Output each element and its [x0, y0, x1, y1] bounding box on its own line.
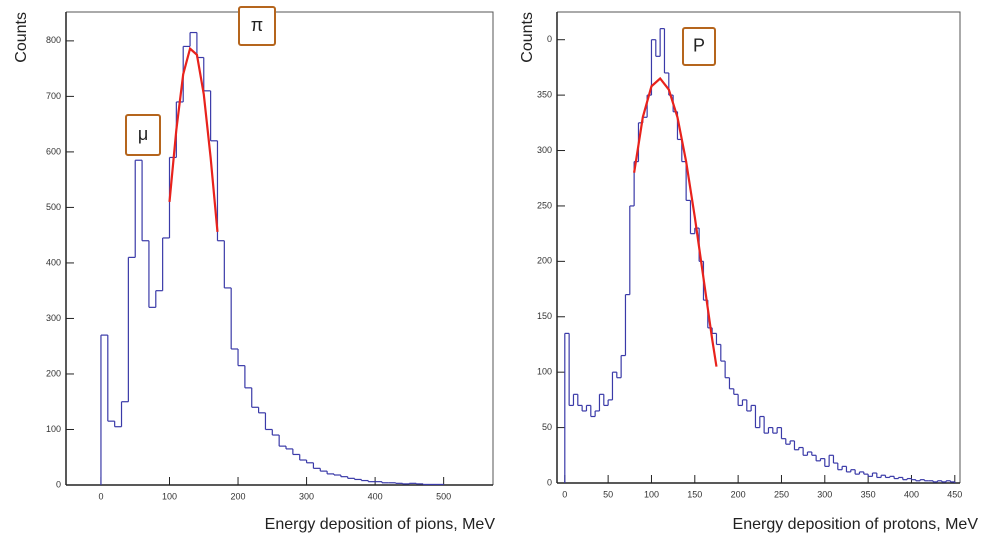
y-tick-label: 400	[46, 257, 61, 267]
x-tick-label: 150	[687, 489, 702, 499]
x-axis-label: Energy deposition of pions, MeV	[265, 516, 496, 533]
annotation: P	[693, 35, 705, 55]
x-tick-label: 50	[603, 489, 613, 499]
x-tick-label: 400	[904, 489, 919, 499]
x-tick-label: 300	[817, 489, 832, 499]
y-tick-label: 100	[537, 367, 552, 377]
y-tick-label: 50	[542, 422, 552, 432]
x-tick-label: 300	[299, 491, 314, 501]
y-axis-label: Counts	[519, 12, 536, 63]
x-tick-label: 0	[98, 491, 103, 501]
y-tick-label: 150	[537, 311, 552, 321]
y-tick-label: 300	[537, 145, 552, 155]
x-axis-label: Energy deposition of protons, MeV	[733, 516, 979, 533]
annotation-box	[125, 114, 161, 156]
y-tick-label: 250	[537, 200, 552, 210]
y-tick-label: 500	[46, 202, 61, 212]
x-tick-label: 250	[774, 489, 789, 499]
annotation-box	[238, 6, 276, 46]
x-tick-label: 200	[231, 491, 246, 501]
annotation: μ	[138, 124, 148, 144]
y-tick-label: 600	[46, 146, 61, 156]
y-tick-label: 200	[46, 368, 61, 378]
y-tick-label: 0	[56, 479, 61, 489]
y-tick-label: 350	[537, 89, 552, 99]
x-tick-label: 100	[644, 489, 659, 499]
y-tick-label: 700	[46, 91, 61, 101]
annotation-box	[682, 27, 716, 66]
x-tick-label: 400	[368, 491, 383, 501]
y-axis-label: Counts	[13, 12, 30, 63]
frame	[557, 11, 961, 483]
x-tick-label: 100	[162, 491, 177, 501]
y-tick-label: 100	[46, 424, 61, 434]
fit-curve	[168, 46, 219, 232]
annotation: π	[251, 15, 263, 35]
y-tick-label: 0	[547, 34, 552, 44]
x-tick-label: 0	[562, 489, 567, 499]
y-tick-label: 200	[537, 256, 552, 266]
x-tick-label: 450	[947, 489, 962, 499]
frame	[66, 11, 494, 485]
x-tick-label: 200	[731, 489, 746, 499]
fit-curve	[633, 76, 718, 367]
x-tick-label: 350	[861, 489, 876, 499]
y-tick-label: 300	[46, 313, 61, 323]
y-tick-label: 0	[547, 477, 552, 487]
x-tick-label: 500	[436, 491, 451, 501]
y-tick-label: 800	[46, 35, 61, 45]
